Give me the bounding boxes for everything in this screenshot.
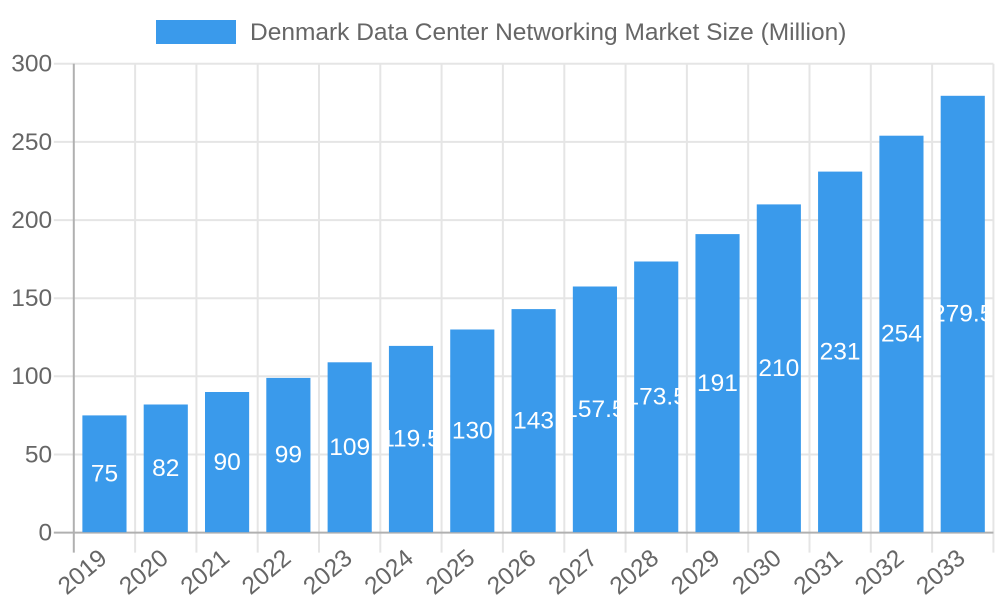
svg-text:231: 231	[820, 339, 861, 366]
svg-text:157.5: 157.5	[564, 396, 625, 423]
svg-text:173.5: 173.5	[626, 384, 687, 411]
svg-text:100: 100	[11, 363, 52, 390]
svg-text:210: 210	[758, 355, 799, 382]
svg-text:200: 200	[11, 207, 52, 234]
svg-text:0: 0	[39, 520, 53, 547]
svg-text:143: 143	[513, 407, 554, 434]
svg-text:250: 250	[11, 129, 52, 156]
svg-text:Denmark Data Center Networking: Denmark Data Center Networking Market Si…	[250, 19, 846, 46]
svg-text:279.5: 279.5	[932, 301, 993, 328]
svg-text:119.5: 119.5	[381, 426, 441, 453]
svg-text:150: 150	[11, 285, 52, 312]
svg-text:50: 50	[25, 441, 52, 468]
svg-text:82: 82	[152, 455, 179, 482]
svg-text:75: 75	[91, 461, 118, 488]
svg-text:90: 90	[213, 449, 240, 476]
svg-text:300: 300	[11, 51, 52, 78]
svg-text:191: 191	[697, 370, 738, 397]
svg-text:130: 130	[452, 418, 493, 445]
svg-text:254: 254	[881, 321, 922, 348]
svg-text:109: 109	[329, 434, 370, 461]
svg-text:99: 99	[275, 442, 302, 469]
